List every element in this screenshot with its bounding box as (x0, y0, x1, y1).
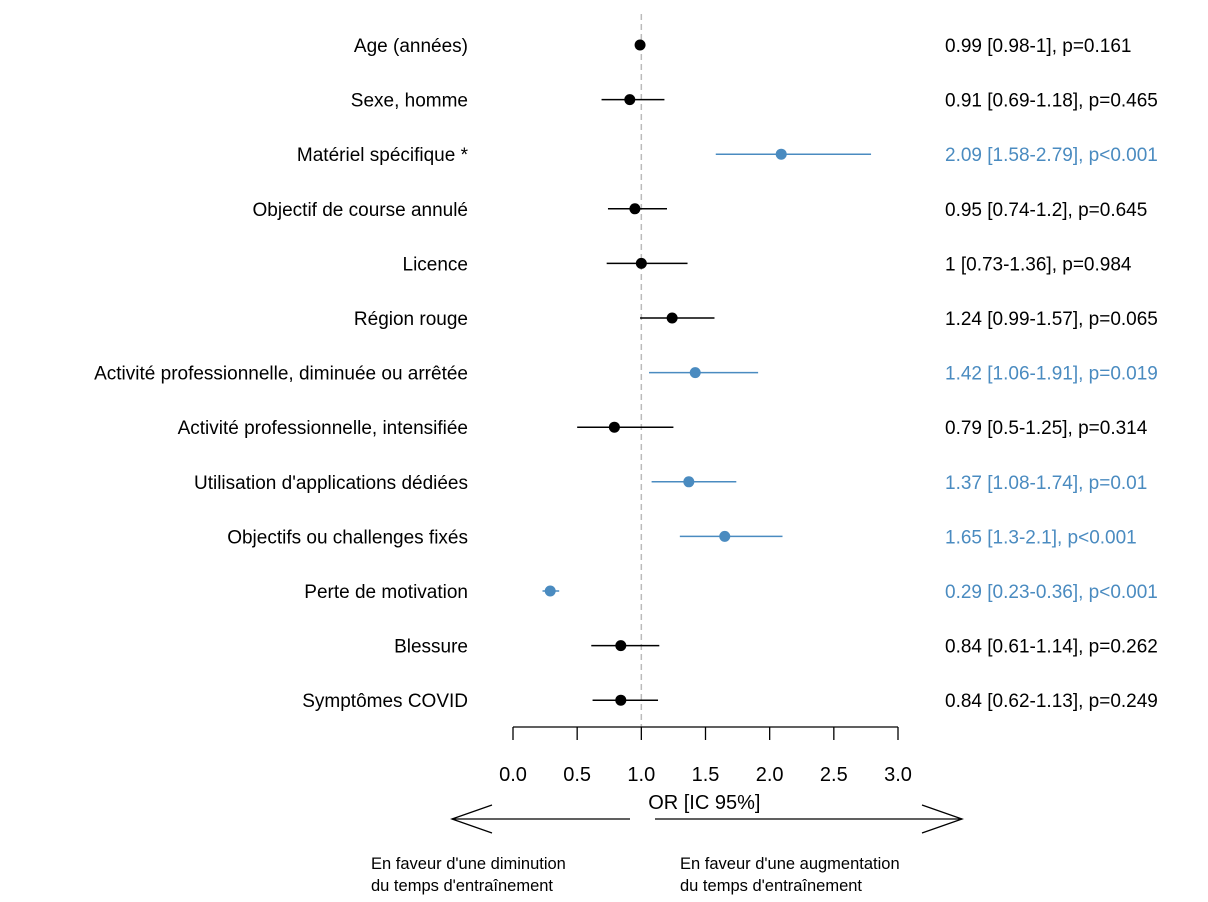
row-label: Activité professionnelle, intensifiée (178, 418, 468, 439)
x-tick-label: 2.5 (820, 764, 848, 786)
left-annotation-line2: du temps d'entraînement (371, 877, 553, 895)
forest-row: Utilisation d'applications dédiées 1.37 [… (194, 473, 1147, 494)
row-value: 1.42 [1.06-1.91], p=0.019 (945, 364, 1158, 385)
row-label: Perte de motivation (304, 582, 468, 603)
forest-row: Activité professionnelle, intensifiée 0.7… (178, 418, 1148, 439)
or-point (689, 367, 701, 379)
x-tick-label: 0.0 (499, 764, 527, 786)
right-annotation-line1: En faveur d'une augmentation (680, 855, 900, 873)
forest-row: Blessure 0.84 [0.61-1.14], p=0.262 (394, 637, 1158, 658)
row-label: Objectif de course annulé (253, 200, 468, 221)
or-point (666, 312, 678, 324)
row-value: 1.24 [0.99-1.57], p=0.065 (945, 309, 1158, 330)
row-value: 0.91 [0.69-1.18], p=0.465 (945, 91, 1158, 112)
x-tick-label: 0.5 (563, 764, 591, 786)
x-tick-label: 1.0 (627, 764, 655, 786)
x-axis-title: OR [IC 95%] (648, 792, 760, 814)
right-annotation-line2: du temps d'entraînement (680, 877, 862, 895)
forest-row: Objectifs ou challenges fixés 1.65 [1.3-2… (227, 527, 1137, 548)
row-value: 0.84 [0.62-1.13], p=0.249 (945, 691, 1158, 712)
or-point (608, 421, 620, 433)
row-label: Utilisation d'applications dédiées (194, 473, 468, 494)
x-axis: 0.0 0.5 1.0 1.5 2.0 2.5 3.0 (499, 726, 912, 786)
forest-row: Licence 1 [0.73-1.36], p=0.984 (403, 254, 1132, 275)
or-point (615, 640, 627, 652)
or-point (634, 39, 646, 51)
row-value: 1.37 [1.08-1.74], p=0.01 (945, 473, 1147, 494)
or-point (544, 585, 556, 597)
row-value: 2.09 [1.58-2.79], p<0.001 (945, 145, 1158, 166)
row-value: 0.79 [0.5-1.25], p=0.314 (945, 418, 1148, 439)
row-value: 0.84 [0.61-1.14], p=0.262 (945, 637, 1158, 658)
left-annotation-line1: En faveur d'une diminution (371, 855, 566, 873)
x-tick-label: 3.0 (884, 764, 912, 786)
row-label: Blessure (394, 637, 468, 658)
row-label: Licence (403, 254, 469, 275)
or-point (635, 257, 647, 269)
x-tick-label: 1.5 (692, 764, 720, 786)
or-point (615, 694, 627, 706)
forest-row: Perte de motivation 0.29 [0.23-0.36], p<0… (304, 582, 1158, 603)
or-point (683, 476, 695, 488)
row-label: Région rouge (354, 309, 468, 330)
or-point (719, 530, 731, 542)
row-label: Sexe, homme (351, 91, 468, 112)
row-value: 0.95 [0.74-1.2], p=0.645 (945, 200, 1147, 221)
right-arrow-head (921, 804, 964, 834)
or-point (629, 203, 641, 215)
forest-row: Sexe, homme 0.91 [0.69-1.18], p=0.465 (351, 91, 1158, 112)
row-value: 0.29 [0.23-0.36], p<0.001 (945, 582, 1158, 603)
forest-row: Objectif de course annulé 0.95 [0.74-1.2]… (253, 200, 1148, 221)
x-tick-label: 2.0 (756, 764, 784, 786)
row-label: Matériel spécifique * (297, 145, 469, 166)
forest-row: Matériel spécifique * 2.09 [1.58-2.79], p… (297, 145, 1158, 166)
row-label: Objectifs ou challenges fixés (227, 527, 468, 548)
row-label: Symptômes COVID (302, 691, 468, 712)
row-value: 1.65 [1.3-2.1], p<0.001 (945, 527, 1137, 548)
forest-rows: Age (années) 0.99 [0.98-1], p=0.161 Sexe, … (94, 36, 1158, 712)
row-label: Activité professionnelle, diminuée ou ar… (94, 364, 468, 385)
or-point (775, 148, 787, 160)
row-value: 1 [0.73-1.36], p=0.984 (945, 254, 1132, 275)
forest-row: Activité professionnelle, diminuée ou ar… (94, 364, 1158, 385)
or-point (624, 94, 636, 106)
row-value: 0.99 [0.98-1], p=0.161 (945, 36, 1131, 57)
row-label: Age (années) (354, 36, 468, 57)
forest-row: Région rouge 1.24 [0.99-1.57], p=0.065 (354, 309, 1158, 330)
left-arrow-head (450, 804, 493, 834)
forest-row: Age (années) 0.99 [0.98-1], p=0.161 (354, 36, 1132, 57)
forest-row: Symptômes COVID 0.84 [0.62-1.13], p=0.249 (302, 691, 1158, 712)
direction-arrows (450, 804, 964, 834)
